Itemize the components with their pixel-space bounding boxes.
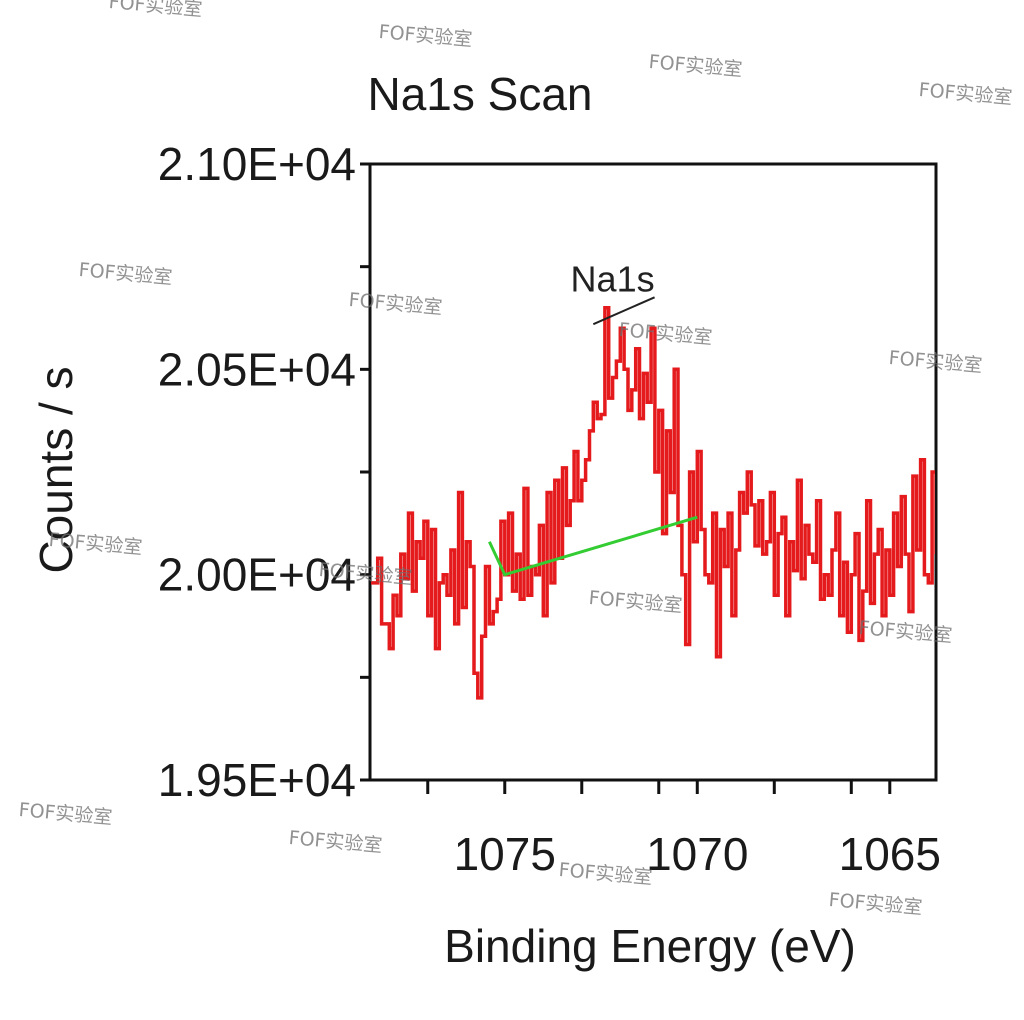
x-tick-label: 1070 [646, 828, 748, 880]
watermark: FOF实验室 [558, 859, 653, 889]
x-tick-label: 1065 [839, 828, 941, 880]
y-tick-label: 2.05E+04 [158, 343, 356, 395]
watermark: FOF实验室 [288, 827, 383, 857]
watermark: FOF实验室 [78, 259, 173, 289]
watermark: FOF实验室 [18, 799, 113, 829]
plot-area: 1.95E+04 2.00E+04 2.05E+04 2.10E+04 1075 1070… [158, 138, 941, 880]
y-tick-label: 1.95E+04 [158, 754, 356, 806]
y-axis-label: Counts / s [30, 366, 82, 573]
watermark: FOF实验室 [618, 319, 713, 349]
watermark: FOF实验室 [648, 51, 743, 81]
watermark: FOF实验室 [378, 21, 473, 51]
chart-title: Na1s Scan [367, 68, 592, 120]
watermark: FOF实验室 [888, 347, 983, 377]
background-series-line [488, 515, 698, 577]
watermark: FOF实验室 [858, 617, 953, 647]
watermark: FOF实验室 [348, 289, 443, 319]
watermark: FOF实验室 [588, 587, 683, 617]
peak-annotation-label: Na1s [571, 258, 655, 299]
peak-annotation-arrow [592, 296, 655, 326]
y-tick-label: 2.00E+04 [158, 549, 356, 601]
watermark: FOF实验室 [108, 0, 203, 21]
x-axis-label: Binding Energy (eV) [444, 920, 856, 972]
plot-frame [368, 162, 938, 782]
x-tick-label: 1075 [454, 828, 556, 880]
y-axis-label-text: Counts / s [30, 366, 82, 573]
watermark: FOF实验室 [828, 889, 923, 919]
y-tick-label: 2.10E+04 [158, 138, 356, 190]
watermark: FOF实验室 [918, 79, 1013, 109]
spectrum-series-line [371, 305, 935, 700]
